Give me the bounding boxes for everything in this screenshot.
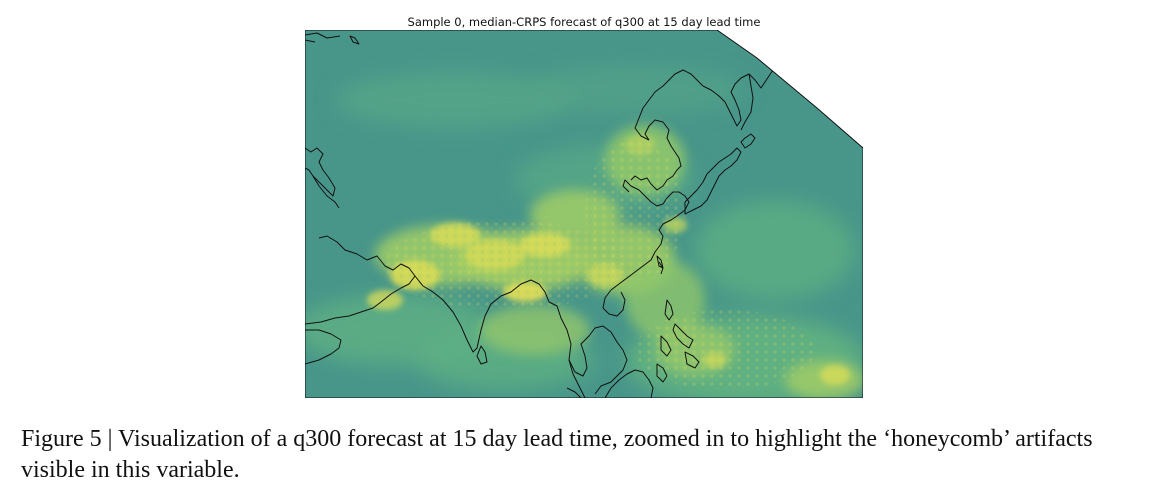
coastline [656, 363, 668, 383]
moisture-field [305, 30, 863, 398]
plot-title: Sample 0, median-CRPS forecast of q300 a… [407, 15, 761, 29]
map-frame [305, 30, 863, 398]
figure-label: Figure 5 | [21, 426, 113, 452]
coastline [656, 255, 664, 269]
coastline [548, 301, 628, 395]
coastline [672, 323, 694, 349]
forecast-map [305, 30, 863, 398]
caption-text: Visualization of a q300 forecast at 15 d… [21, 426, 1093, 483]
coastline [305, 235, 416, 325]
coastline [664, 299, 674, 321]
coastline [349, 35, 360, 45]
coastline [568, 359, 586, 398]
coastline [684, 147, 742, 215]
coastline [476, 345, 488, 365]
coastline [622, 119, 682, 193]
coastline [610, 189, 690, 291]
coastline [604, 369, 654, 398]
coastline [602, 289, 626, 317]
coastline [305, 329, 342, 365]
coastline [634, 69, 704, 141]
coastline [414, 275, 550, 353]
coastline [740, 73, 754, 131]
coastline [660, 335, 672, 357]
coastline [566, 387, 582, 398]
coastline [684, 351, 700, 369]
coastline [305, 32, 341, 43]
coastline [740, 133, 756, 149]
figure-caption: Figure 5 | Visualization of a q300 forec… [21, 424, 1161, 486]
coastline [312, 175, 340, 209]
coastlines [305, 31, 780, 398]
